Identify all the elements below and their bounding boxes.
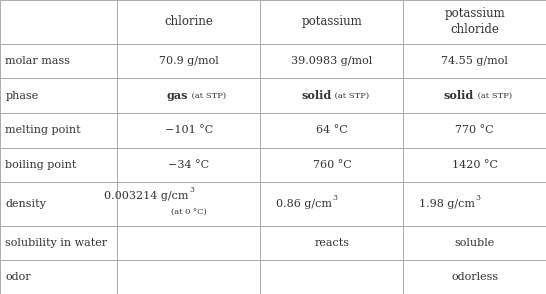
Text: gas: gas (167, 90, 188, 101)
Bar (403, 182, 546, 226)
Bar (117, 182, 260, 226)
Text: solid: solid (444, 90, 474, 101)
Bar (260, 78, 403, 113)
Text: potassium
chloride: potassium chloride (444, 7, 505, 36)
Bar (403, 226, 546, 260)
Bar (403, 113, 546, 148)
Bar (0, 260, 117, 294)
Text: chlorine: chlorine (164, 15, 213, 28)
Text: 1.98 g/cm: 1.98 g/cm (419, 199, 474, 209)
Bar (0, 44, 117, 78)
Bar (403, 78, 546, 113)
Text: 39.0983 g/mol: 39.0983 g/mol (292, 56, 372, 66)
Text: phase: phase (5, 91, 39, 101)
Text: melting point: melting point (5, 125, 81, 135)
Text: 3: 3 (475, 193, 480, 202)
Bar (117, 78, 260, 113)
Bar (117, 260, 260, 294)
Text: 760 °C: 760 °C (313, 160, 351, 170)
Text: 3: 3 (333, 193, 337, 202)
Bar (0, 113, 117, 148)
Bar (0, 182, 117, 226)
Text: (at STP): (at STP) (474, 91, 512, 100)
Bar (260, 182, 403, 226)
Bar (117, 44, 260, 78)
Text: 1420 °C: 1420 °C (452, 160, 498, 170)
Text: (at 0 °C): (at 0 °C) (171, 208, 207, 216)
Text: 0.86 g/cm: 0.86 g/cm (276, 199, 332, 209)
Bar (403, 260, 546, 294)
Text: (at STP): (at STP) (332, 91, 369, 100)
Text: −101 °C: −101 °C (165, 125, 213, 135)
Bar (117, 226, 260, 260)
Bar (260, 44, 403, 78)
Bar (403, 148, 546, 182)
Bar (260, 0, 403, 44)
Text: density: density (5, 199, 46, 209)
Bar (260, 260, 403, 294)
Text: 770 °C: 770 °C (455, 125, 494, 135)
Bar (403, 0, 546, 44)
Bar (260, 148, 403, 182)
Text: molar mass: molar mass (5, 56, 70, 66)
Text: boiling point: boiling point (5, 160, 77, 170)
Bar (0, 78, 117, 113)
Text: reacts: reacts (314, 238, 349, 248)
Bar (0, 148, 117, 182)
Text: odorless: odorless (451, 272, 498, 282)
Text: −34 °C: −34 °C (168, 160, 210, 170)
Bar (260, 113, 403, 148)
Text: soluble: soluble (455, 238, 495, 248)
Bar (117, 113, 260, 148)
Text: 0.003214 g/cm: 0.003214 g/cm (104, 191, 189, 201)
Text: solid: solid (301, 90, 331, 101)
Text: 70.9 g/mol: 70.9 g/mol (159, 56, 219, 66)
Bar (0, 0, 117, 44)
Bar (403, 44, 546, 78)
Bar (117, 148, 260, 182)
Text: 3: 3 (189, 186, 194, 194)
Bar (0, 226, 117, 260)
Text: potassium: potassium (301, 15, 363, 28)
Bar (260, 226, 403, 260)
Text: odor: odor (5, 272, 31, 282)
Text: 74.55 g/mol: 74.55 g/mol (441, 56, 508, 66)
Bar (117, 0, 260, 44)
Text: solubility in water: solubility in water (5, 238, 108, 248)
Text: (at STP): (at STP) (189, 91, 226, 100)
Text: 64 °C: 64 °C (316, 125, 348, 135)
